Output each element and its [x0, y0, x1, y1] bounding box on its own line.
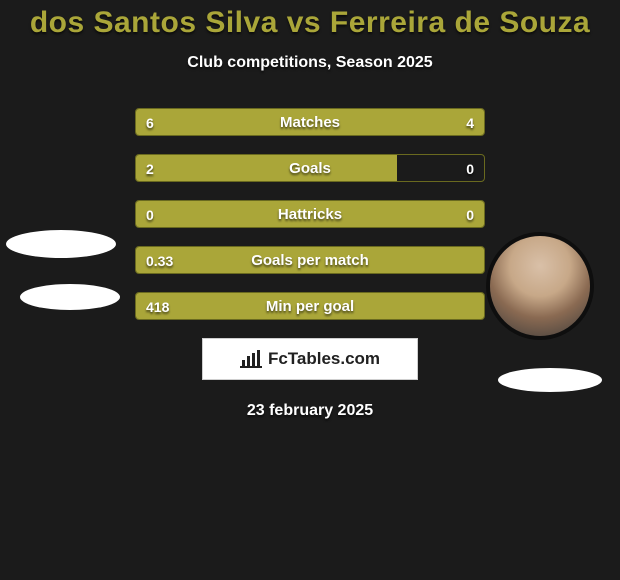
stat-label: Goals — [136, 155, 484, 182]
comparison-content: 6Matches42Goals00Hattricks00.33Goals per… — [0, 108, 620, 420]
decor-oval — [6, 230, 116, 258]
stat-row: 6Matches4 — [135, 108, 485, 136]
stat-row: 418Min per goal — [135, 292, 485, 320]
page-subtitle: Club competitions, Season 2025 — [0, 54, 620, 72]
page-title: dos Santos Silva vs Ferreira de Souza — [0, 0, 620, 40]
brand-badge: FcTables.com — [202, 338, 418, 380]
decor-oval — [498, 368, 602, 392]
stat-row: 0Hattricks0 — [135, 200, 485, 228]
stat-row: 2Goals0 — [135, 154, 485, 182]
player-avatar-right — [490, 236, 590, 336]
stat-bars: 6Matches42Goals00Hattricks00.33Goals per… — [135, 108, 485, 320]
stat-value-right: 4 — [466, 109, 474, 136]
stat-value-right: 0 — [466, 201, 474, 228]
decor-oval — [20, 284, 120, 310]
stat-label: Min per goal — [136, 293, 484, 320]
stat-label: Goals per match — [136, 247, 484, 274]
stat-row: 0.33Goals per match — [135, 246, 485, 274]
bar-chart-icon — [240, 350, 262, 368]
stat-label: Hattricks — [136, 201, 484, 228]
date-label: 23 february 2025 — [0, 402, 620, 420]
stat-value-right: 0 — [466, 155, 474, 182]
brand-text: FcTables.com — [268, 349, 380, 369]
stat-label: Matches — [136, 109, 484, 136]
